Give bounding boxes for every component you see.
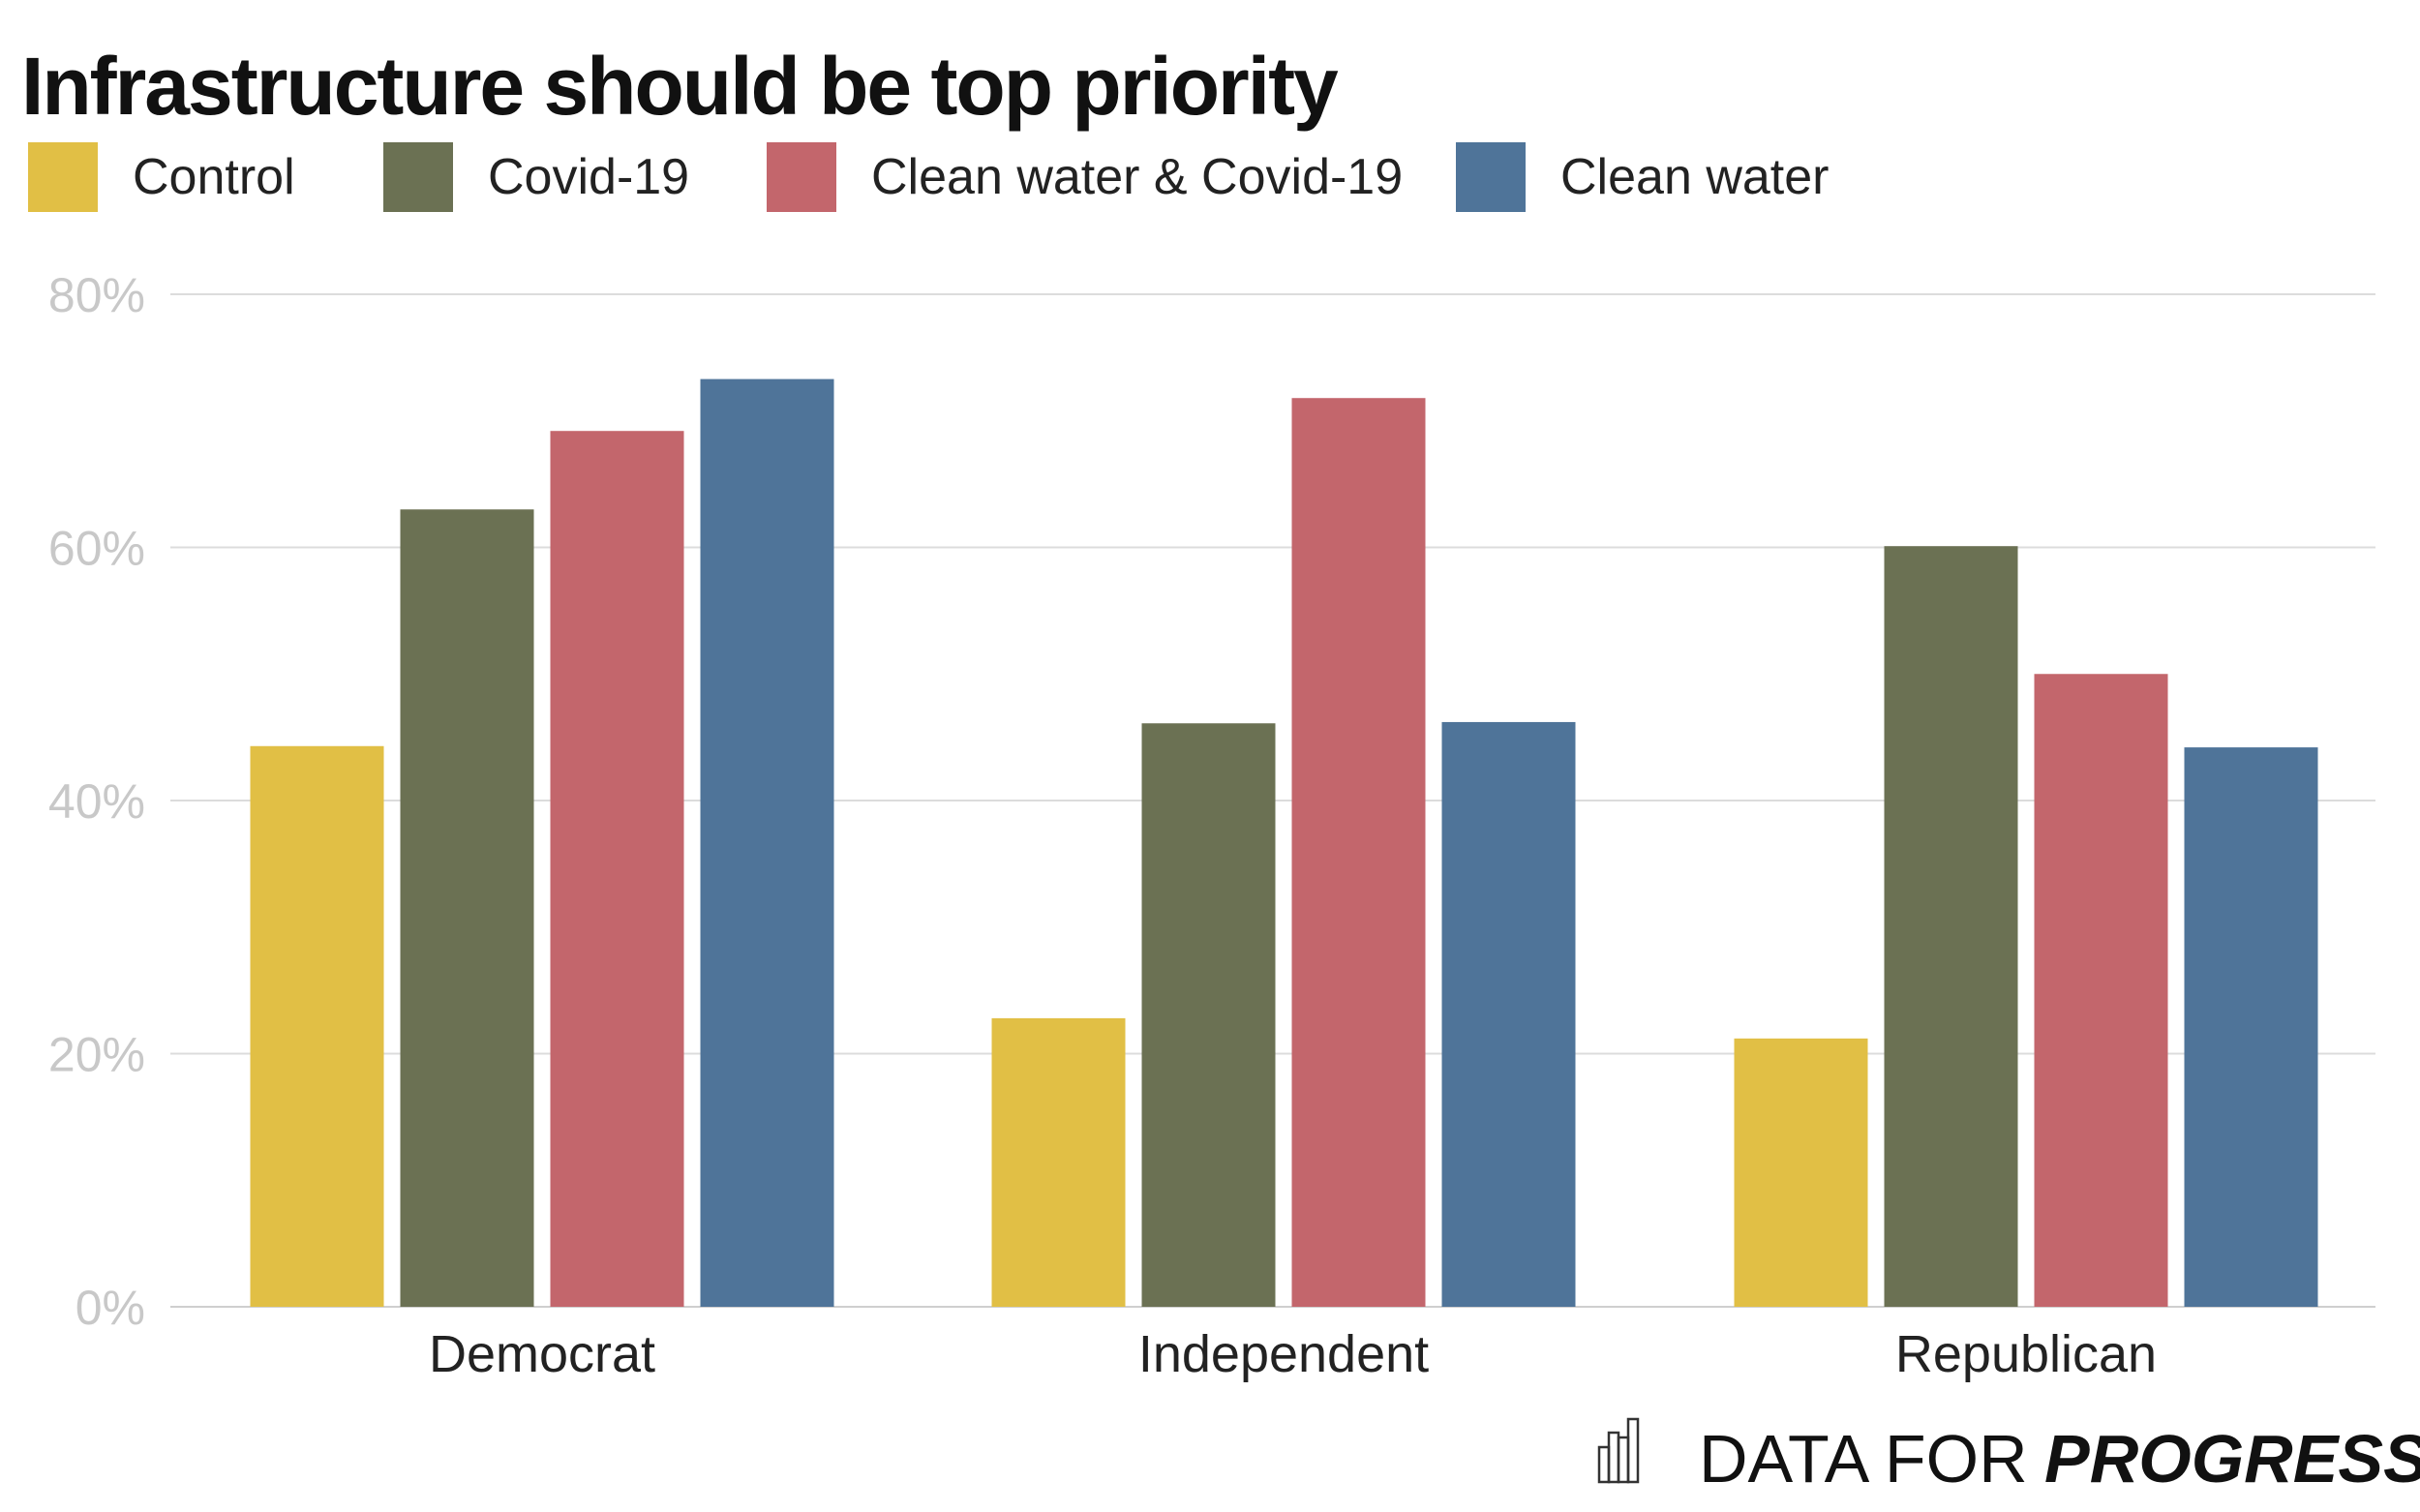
legend-label: Clean water: [1560, 149, 1829, 205]
bar: [1141, 723, 1276, 1307]
legend-label: Control: [133, 149, 295, 205]
y-tick-label: 40%: [48, 774, 145, 829]
y-tick-label: 60%: [48, 522, 145, 576]
bar-chart-icon: [1597, 1417, 1640, 1484]
bar: [2184, 747, 2318, 1307]
chart-title: Infrastructure should be top priority: [21, 41, 1339, 132]
logo: DATA FOR PROGRESS: [1597, 1417, 2420, 1497]
bar: [1441, 721, 1576, 1307]
legend-swatch: [28, 142, 98, 212]
bar: [250, 745, 384, 1307]
bar: [1291, 398, 1426, 1308]
legend-label: Clean water & Covid-19: [871, 149, 1403, 205]
bar: [991, 1017, 1126, 1307]
logo-text-bold: PROGRESS: [2044, 1421, 2420, 1497]
bar: [400, 509, 534, 1307]
x-tick-label: Republican: [1895, 1325, 2157, 1383]
x-axis-labels: Democrat Independent Republican: [429, 1325, 2157, 1383]
bar: [700, 378, 834, 1307]
legend-swatch: [383, 142, 453, 212]
legend: Control Covid-19 Clean water & Covid-19 Cle…: [28, 142, 1829, 212]
bar: [550, 431, 684, 1308]
bar: [2034, 674, 2168, 1307]
y-tick-label: 80%: [48, 268, 145, 322]
legend-swatch: [767, 142, 836, 212]
legend-swatch: [1456, 142, 1526, 212]
y-tick-label: 20%: [48, 1028, 145, 1082]
bar: [1884, 546, 2018, 1307]
x-tick-label: Independent: [1138, 1325, 1429, 1383]
legend-label: Covid-19: [488, 149, 689, 205]
bar: [1734, 1038, 1868, 1307]
bars: [250, 378, 2318, 1308]
x-tick-label: Democrat: [429, 1325, 655, 1383]
logo-text-light: DATA FOR: [1699, 1421, 2028, 1497]
y-tick-label: 0%: [76, 1281, 145, 1335]
